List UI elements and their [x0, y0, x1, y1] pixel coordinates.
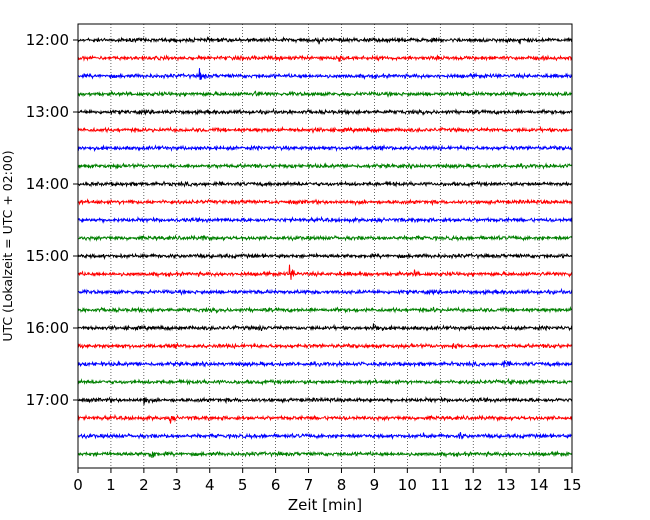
seismogram-trace	[77, 54, 573, 62]
grid-lines	[110, 24, 540, 468]
seismogram-trace	[77, 90, 573, 98]
x-tick-label: 3	[172, 476, 182, 494]
x-tick-label: 7	[304, 476, 314, 494]
seismogram-trace	[77, 450, 573, 459]
x-tick-label: 11	[431, 476, 450, 494]
x-tick-label: 2	[139, 476, 149, 494]
y-tick-label: 12:00	[26, 31, 69, 49]
seismogram-trace	[77, 413, 573, 424]
seismogram-trace	[77, 107, 573, 117]
seismogram-trace	[77, 264, 573, 280]
x-tick-label: 12	[464, 476, 483, 494]
x-tick-label: 6	[271, 476, 281, 494]
seismogram-trace	[77, 323, 573, 332]
seismogram-trace	[77, 125, 573, 134]
seismogram-trace	[77, 252, 573, 261]
seismogram-trace	[77, 287, 573, 296]
y-tick-label: 14:00	[26, 175, 69, 193]
seismogram-trace	[77, 396, 573, 405]
x-tick-label: 10	[398, 476, 417, 494]
seismogram-trace	[77, 342, 573, 351]
seismogram-trace	[77, 198, 573, 207]
plot-frame	[77, 23, 573, 469]
x-tick-label: 8	[337, 476, 347, 494]
seismogram-trace	[77, 144, 573, 153]
y-axis-ticks: 12:00 13:00 14:00 15:00 16:00 17:00	[26, 31, 78, 409]
x-tick-label: 0	[73, 476, 83, 494]
y-tick-label: 17:00	[26, 391, 69, 409]
seismogram-trace	[77, 432, 573, 441]
seismogram-trace	[77, 215, 573, 225]
seismogram-trace	[77, 234, 573, 242]
y-axis-label: UTC (Lokalzeit = UTC + 02:00)	[0, 150, 15, 341]
seismogram-trace	[77, 162, 572, 170]
x-tick-label: 1	[106, 476, 116, 494]
seismogram-trace	[77, 377, 573, 386]
seismogram-trace	[77, 35, 573, 45]
x-axis-ticks: 0 1 2 3 4 5 6 7 8 9 10 11 12 13 14 15	[73, 468, 582, 494]
x-tick-label: 15	[562, 476, 581, 494]
x-tick-label: 5	[238, 476, 248, 494]
x-axis-label: Zeit [min]	[288, 496, 362, 514]
y-tick-label: 16:00	[26, 319, 69, 337]
seismogram-trace	[77, 305, 573, 315]
y-tick-label: 15:00	[26, 247, 69, 265]
x-tick-label: 9	[370, 476, 380, 494]
x-tick-label: 14	[530, 476, 549, 494]
x-tick-label: 13	[497, 476, 516, 494]
seismogram-traces	[77, 35, 573, 459]
x-tick-label: 4	[205, 476, 215, 494]
y-tick-label: 13:00	[26, 103, 69, 121]
seismogram-trace	[77, 360, 573, 368]
seismogram-trace	[77, 68, 573, 81]
seismogram-trace	[77, 180, 573, 188]
